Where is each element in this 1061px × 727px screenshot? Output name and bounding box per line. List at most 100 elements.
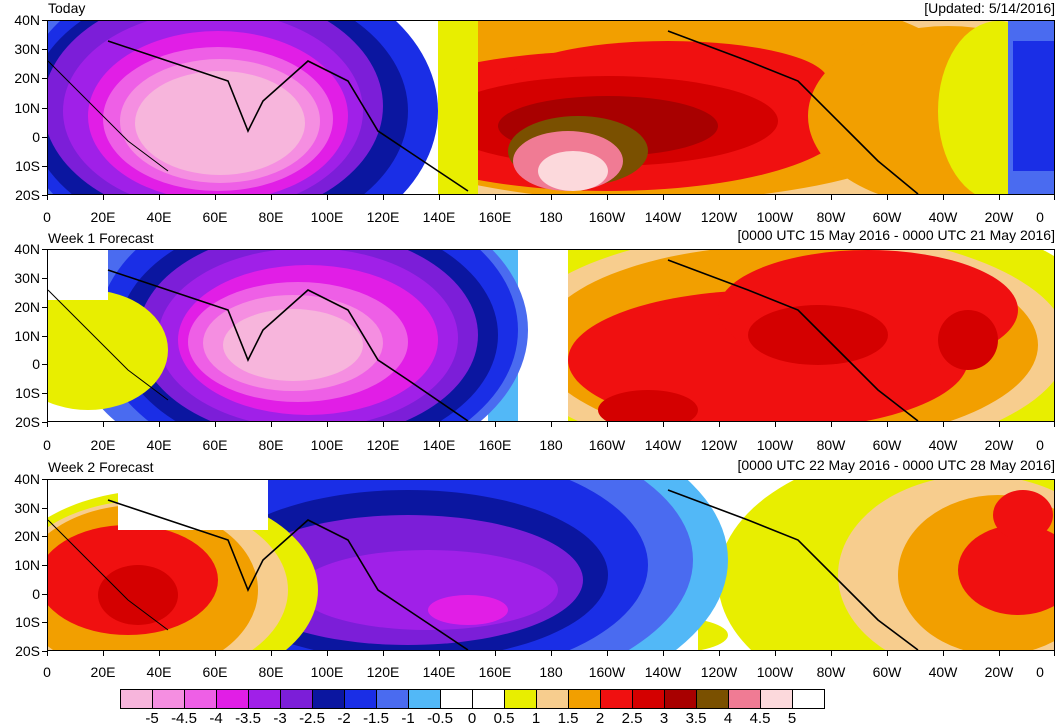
lon-tick-label: 100E — [310, 664, 344, 680]
lon-tick-mark — [271, 651, 272, 656]
map-week2 — [47, 479, 1055, 651]
lon-tick-label: 40E — [146, 437, 172, 453]
lon-tick-mark — [775, 422, 776, 427]
lon-tick-label: 40E — [146, 209, 172, 225]
lon-tick-label: 40W — [928, 437, 958, 453]
lon-tick-label: 160E — [478, 664, 512, 680]
lon-tick-label: 0 — [1036, 664, 1044, 680]
lon-tick-mark — [103, 422, 104, 427]
map-week1 — [47, 249, 1055, 422]
colorbar-swatch — [696, 689, 729, 709]
lon-tick-label: 0 — [1036, 209, 1044, 225]
lon-tick-label: 40W — [928, 664, 958, 680]
lon-tick-label: 120E — [366, 437, 400, 453]
colorbar-swatch — [408, 689, 441, 709]
lon-tick-mark — [1054, 651, 1055, 656]
lon-tick-mark — [327, 651, 328, 656]
colorbar-swatch — [728, 689, 761, 709]
colorbar-swatch — [376, 689, 409, 709]
lon-tick-label: 20E — [90, 664, 116, 680]
panel-title: Today — [48, 0, 86, 16]
colorbar-swatch — [248, 689, 281, 709]
lon-tick-label: 60W — [872, 209, 902, 225]
colorbar-swatch — [184, 689, 217, 709]
lon-tick-mark — [663, 651, 664, 656]
lon-tick-label: 20W — [984, 437, 1014, 453]
lon-tick-mark — [495, 195, 496, 200]
lon-tick-mark — [159, 195, 160, 200]
lon-tick-label: 100W — [756, 664, 794, 680]
colorbar-swatch — [440, 689, 473, 709]
colorbar-label: 1.5 — [557, 710, 579, 727]
lon-tick-mark — [103, 195, 104, 200]
lat-tick-label: 10N — [14, 99, 40, 116]
lon-tick-mark — [607, 422, 608, 427]
colorbar-label: -2 — [337, 710, 351, 727]
lon-tick-mark — [215, 422, 216, 427]
lon-tick-label: 140E — [422, 437, 456, 453]
colorbar-swatch — [120, 689, 153, 709]
colorbar-swatch — [472, 689, 505, 709]
lon-tick-label: 60E — [202, 437, 228, 453]
colorbar-label: 2.5 — [621, 710, 643, 727]
lon-tick-label: 120W — [700, 209, 738, 225]
lon-tick-label: 180 — [539, 209, 563, 225]
lat-tick-label: 10S — [15, 385, 40, 402]
lat-tick-mark — [42, 20, 47, 21]
lat-tick-mark — [42, 364, 47, 366]
colorbar-label: 0.5 — [493, 710, 515, 727]
lon-tick-label: 20E — [90, 209, 116, 225]
colorbar-swatch — [344, 689, 377, 709]
lon-tick-mark — [439, 651, 440, 656]
lon-tick-label: 80W — [816, 664, 846, 680]
lat-tick-label: 20S — [15, 643, 40, 659]
panel-title: Week 2 Forecast — [48, 459, 154, 475]
lon-tick-mark — [439, 195, 440, 200]
lon-tick-label: 40W — [928, 209, 958, 225]
lat-tick-label: 10N — [14, 327, 40, 344]
lon-tick-mark — [103, 651, 104, 656]
lon-tick-mark — [383, 195, 384, 200]
colorbar-label: 3 — [659, 710, 669, 727]
colorbar-label: -3.5 — [235, 710, 261, 727]
lon-tick-mark — [551, 422, 552, 427]
lat-tick-mark — [42, 249, 47, 250]
lon-tick-mark — [551, 195, 552, 200]
lon-tick-mark — [495, 651, 496, 656]
lon-tick-mark — [551, 651, 552, 656]
lon-tick-label: 0 — [43, 209, 51, 225]
lat-tick-mark — [42, 622, 47, 624]
lon-tick-mark — [999, 422, 1000, 427]
lat-tick-label: 10S — [15, 614, 40, 631]
lat-tick-mark — [42, 422, 47, 423]
panel-title: Week 1 Forecast — [48, 230, 154, 246]
lon-tick-mark — [47, 422, 48, 427]
colorbar-swatch — [664, 689, 697, 709]
colorbar-label: 0 — [467, 710, 477, 727]
colorbar-swatch — [792, 689, 825, 709]
lon-tick-label: 0 — [43, 664, 51, 680]
lat-tick-mark — [42, 107, 47, 109]
colorbar-label: 5 — [787, 710, 797, 727]
lat-tick-label: 20S — [15, 187, 40, 203]
lon-tick-label: 0 — [43, 437, 51, 453]
lon-tick-label: 140W — [644, 437, 682, 453]
lon-tick-mark — [999, 195, 1000, 200]
lon-tick-label: 140E — [422, 209, 456, 225]
colorbar-label: -2.5 — [299, 710, 325, 727]
colorbar-label: -1.5 — [363, 710, 389, 727]
lon-tick-label: 160E — [478, 437, 512, 453]
lon-tick-mark — [159, 422, 160, 427]
lon-tick-label: 180 — [539, 437, 563, 453]
lon-tick-label: 80E — [258, 664, 284, 680]
lat-tick-label: 10S — [15, 157, 40, 174]
lon-tick-mark — [943, 195, 944, 200]
panel-date-range: [0000 UTC 15 May 2016 - 0000 UTC 21 May … — [737, 227, 1055, 243]
lon-tick-label: 0 — [1036, 437, 1044, 453]
colorbar-swatch — [568, 689, 601, 709]
lat-tick-mark — [42, 393, 47, 395]
lon-tick-label: 100W — [756, 209, 794, 225]
lon-tick-mark — [943, 422, 944, 427]
lon-tick-mark — [775, 195, 776, 200]
colorbar-swatch — [152, 689, 185, 709]
